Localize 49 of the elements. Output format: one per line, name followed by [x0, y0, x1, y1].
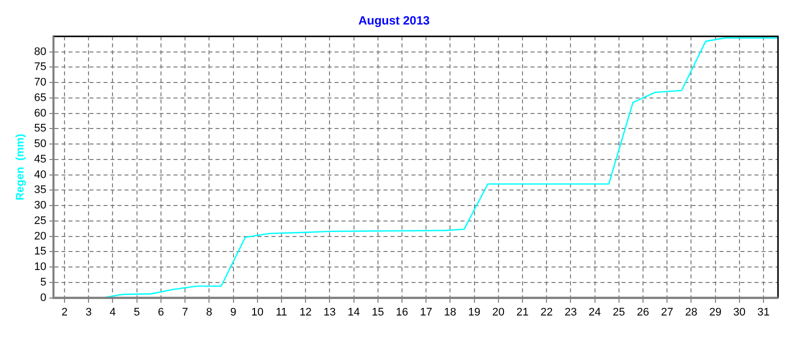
- y-tick-label: 10: [34, 261, 46, 274]
- y-tick-label: 50: [34, 138, 46, 150]
- y-tick-label: 20: [34, 230, 46, 242]
- x-tick-label: 20: [492, 306, 505, 318]
- x-tick-label: 31: [757, 306, 770, 318]
- x-tick-label: 9: [230, 306, 236, 318]
- y-tick-label: 45: [34, 153, 46, 166]
- y-tick-label: 80: [34, 46, 46, 58]
- x-tick-label: 4: [110, 306, 116, 318]
- x-tick-label: 26: [636, 306, 650, 318]
- x-tick-label: 17: [420, 306, 432, 318]
- y-tick-label: 25: [34, 214, 46, 227]
- x-tick-label: 8: [206, 306, 212, 318]
- x-tick-label: 16: [396, 306, 408, 318]
- x-tick-label: 12: [299, 306, 312, 318]
- x-tick-label: 5: [134, 306, 140, 318]
- x-tick-label: 7: [182, 306, 188, 318]
- y-tick-label: 40: [34, 168, 46, 181]
- x-tick-label: 11: [276, 306, 288, 318]
- y-tick-label: 0: [40, 292, 46, 304]
- y-tick-label: 65: [34, 92, 46, 104]
- x-tick-label: 23: [564, 306, 577, 318]
- x-tick-label: 25: [612, 306, 626, 318]
- x-tick-label: 14: [348, 306, 360, 318]
- x-tick-label: 19: [468, 306, 480, 318]
- y-tick-label: 35: [34, 184, 46, 196]
- y-tick-label: 55: [34, 122, 46, 135]
- x-tick-label: 3: [86, 306, 92, 318]
- x-tick-label: 21: [516, 306, 529, 318]
- y-tick-label: 5: [40, 276, 46, 288]
- x-tick-label: 28: [685, 306, 698, 318]
- x-tick-label: 24: [588, 306, 601, 318]
- y-tick-label: 60: [34, 107, 46, 120]
- x-tick-label: 22: [540, 306, 553, 318]
- x-tick-label: 30: [733, 306, 746, 318]
- x-tick-label: 6: [158, 306, 164, 318]
- chart-title: August 2013: [358, 14, 430, 28]
- y-tick-label: 15: [34, 246, 46, 258]
- x-tick-label: 18: [444, 306, 456, 318]
- x-tick-label: 27: [660, 306, 674, 318]
- y-tick-label: 30: [34, 200, 46, 212]
- x-tick-label: 13: [324, 306, 336, 318]
- x-tick-label: 15: [372, 306, 384, 318]
- x-tick-label: 10: [251, 306, 264, 318]
- y-axis-title: Regen (mm): [14, 133, 27, 200]
- x-tick-label: 29: [709, 306, 722, 318]
- x-tick-label: 2: [61, 306, 68, 318]
- y-tick-label: 75: [34, 61, 46, 74]
- y-tick-label: 70: [34, 76, 46, 89]
